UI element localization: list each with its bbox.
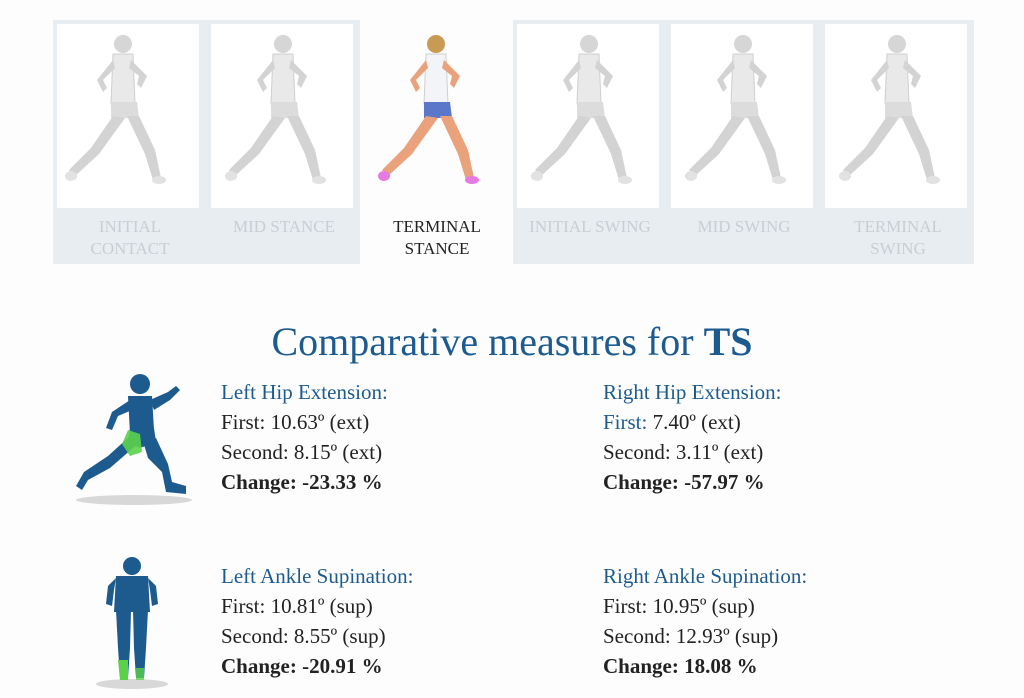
gait-phase-2[interactable]: MID STANCE [207, 20, 361, 264]
gait-phase-label: INITIAL SWING [513, 216, 667, 238]
measure-left-ankle-supination: Left Ankle Supination: First: 10.81º (su… [221, 561, 413, 681]
measure-change: Change: -23.33 % [221, 467, 388, 497]
gait-phase-label-line2: CONTACT [90, 239, 170, 258]
change-label: Change: [603, 654, 679, 678]
first-label: First: [603, 594, 648, 618]
measure-title: Right Ankle Supination: [603, 564, 808, 588]
measure-right-hip-extension: Right Hip Extension: First: 7.40º (ext) … [603, 377, 782, 497]
change-label: Change: [221, 470, 297, 494]
change-label: Change: [221, 654, 297, 678]
page-title-text: Comparative measures for [271, 319, 704, 364]
gait-phase-label: INITIAL CONTACT [53, 216, 207, 260]
gait-phase-label: MID STANCE [207, 216, 361, 238]
measure-title: Left Hip Extension: [221, 380, 388, 404]
gait-phase-1[interactable]: INITIAL CONTACT [53, 20, 207, 264]
measure-first: First: 10.81º (sup) [221, 591, 413, 621]
measure-right-ankle-supination: Right Ankle Supination: First: 10.95º (s… [603, 561, 807, 681]
runner-figure-icon [225, 35, 326, 184]
measure-second: Second: 8.15º (ext) [221, 437, 388, 467]
runner-figure-icon [531, 35, 632, 184]
second-value: 3.11º (ext) [675, 440, 764, 464]
measure-first: First: 10.95º (sup) [603, 591, 807, 621]
first-label: First: [221, 410, 266, 434]
gait-phase-label-line1: INITIAL [98, 217, 162, 236]
gait-phase-4[interactable]: INITIAL SWING [513, 20, 667, 264]
gait-phase-label: MID SWING [667, 216, 821, 238]
second-value: 8.55º (sup) [293, 624, 386, 648]
change-value: 18.08 % [684, 654, 758, 678]
first-value: 10.81º (sup) [270, 594, 373, 618]
second-label: Second: [221, 440, 289, 464]
page-title: Comparative measures for TS [0, 318, 1024, 365]
gait-phase-6[interactable]: TERMINAL SWING [821, 20, 975, 264]
gait-phase-label-line2: STANCE [404, 239, 470, 258]
gait-phase-label-line1: TERMINAL [393, 217, 481, 236]
gait-phase-label-line1: MID STANCE [232, 217, 336, 236]
second-label: Second: [603, 440, 671, 464]
page-title-phase: TS [703, 319, 753, 364]
runner-figure-icon [839, 35, 940, 184]
first-value: 10.63º (ext) [270, 410, 370, 434]
measure-second: Second: 8.55º (sup) [221, 621, 413, 651]
change-value: -20.91 % [302, 654, 383, 678]
runner-back-silhouette-icon [96, 557, 168, 689]
gait-phase-5[interactable]: MID SWING [667, 20, 821, 264]
measure-title: Left Ankle Supination: [221, 564, 414, 588]
gait-phase-label-line1: TERMINAL [854, 217, 942, 236]
first-label: First: [603, 410, 648, 434]
second-value: 12.93º (sup) [675, 624, 779, 648]
first-value: 7.40º (ext) [652, 410, 741, 434]
change-value: -23.33 % [302, 470, 383, 494]
second-label: Second: [221, 624, 289, 648]
first-value: 10.95º (sup) [652, 594, 755, 618]
gait-phase-3[interactable]: TERMINAL STANCE [360, 20, 514, 264]
measure-first: First: 10.63º (ext) [221, 407, 388, 437]
runner-side-silhouette-icon [76, 374, 192, 505]
change-value: -57.97 % [684, 470, 765, 494]
gait-phase-label-line2: SWING [870, 239, 926, 258]
measure-title: Right Hip Extension: [603, 380, 782, 404]
gait-phase-label-line1: INITIAL SWING [529, 217, 651, 236]
gait-phase-label: TERMINAL SWING [821, 216, 975, 260]
measure-first: First: 7.40º (ext) [603, 407, 782, 437]
gait-phase-label-line1: MID SWING [697, 217, 791, 236]
measure-change: Change: -57.97 % [603, 467, 782, 497]
first-label: First: [221, 594, 266, 618]
measure-change: Change: -20.91 % [221, 651, 413, 681]
runner-figure-icon [685, 35, 786, 184]
measure-left-hip-extension: Left Hip Extension: First: 10.63º (ext) … [221, 377, 388, 497]
runner-figure-icon [65, 35, 166, 184]
second-value: 8.15º (ext) [293, 440, 383, 464]
measure-change: Change: 18.08 % [603, 651, 807, 681]
measure-second: Second: 3.11º (ext) [603, 437, 782, 467]
change-label: Change: [603, 470, 679, 494]
measure-second: Second: 12.93º (sup) [603, 621, 807, 651]
runner-figure-icon [378, 35, 479, 184]
gait-phase-label: TERMINAL STANCE [360, 216, 514, 260]
second-label: Second: [603, 624, 671, 648]
